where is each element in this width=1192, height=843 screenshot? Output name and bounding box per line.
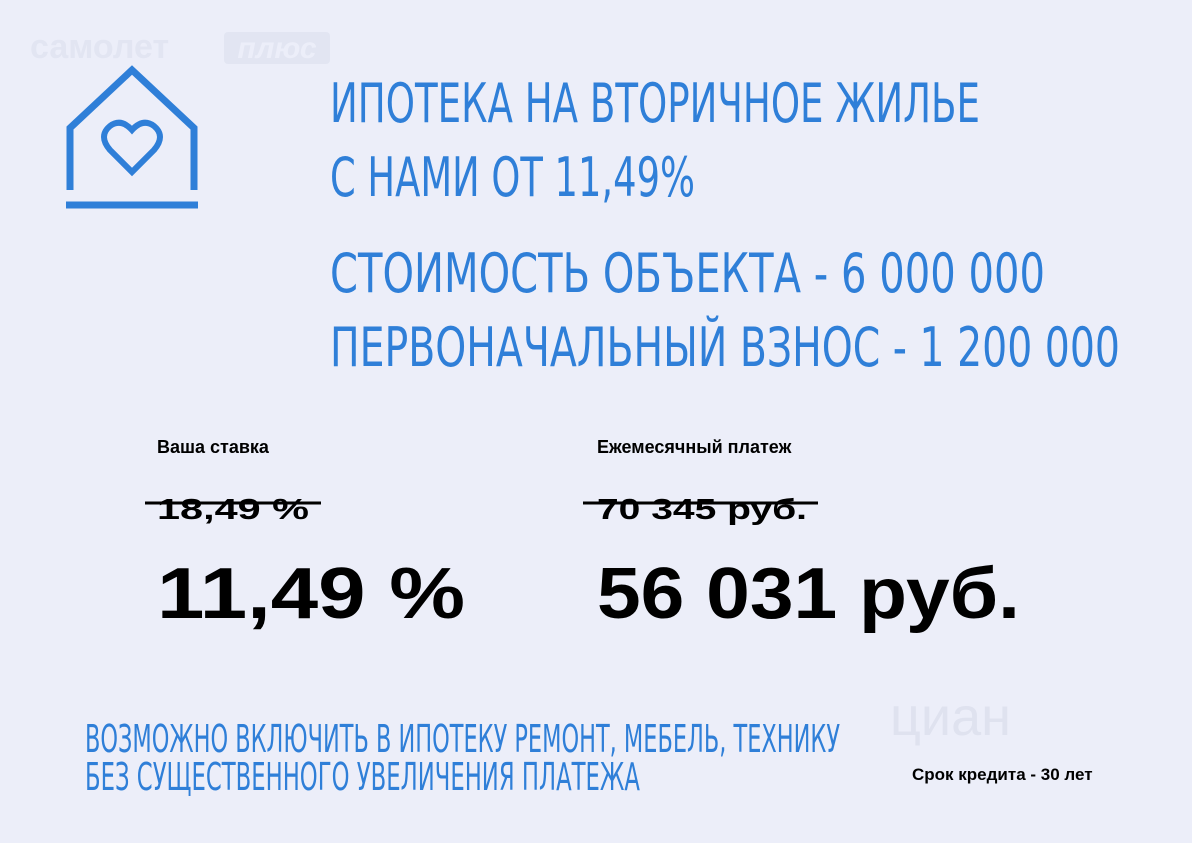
footer-line: ВОЗМОЖНО ВКЛЮЧИТЬ В ИПОТЕКУ РЕМОНТ, МЕБЕ…	[85, 717, 840, 761]
house-icon	[66, 65, 198, 209]
headline: ИПОТЕКА НА ВТОРИЧНОЕ ЖИЛЬЕ	[330, 72, 980, 135]
payment-label: Ежемесячный платеж	[597, 437, 792, 457]
rate-label: Ваша ставка	[157, 437, 270, 457]
detail-line: СТОИМОСТЬ ОБЪЕКТА - 6 000 000	[330, 242, 1045, 305]
brand-suffix: плюс	[237, 32, 317, 65]
old-rate: 18,49 %	[157, 494, 309, 526]
old-payment: 70 345 руб.	[597, 494, 807, 526]
brand-badge	[224, 32, 330, 64]
new-rate: 11,49 %	[157, 554, 465, 634]
new-payment: 56 031 руб.	[597, 554, 1020, 634]
brand-name: самолет	[30, 28, 169, 66]
watermark: циан	[890, 687, 1011, 747]
detail-line: ПЕРВОНАЧАЛЬНЫЙ ВЗНОС - 1 200 000	[330, 316, 1120, 379]
loan-term: Срок кредита - 30 лет	[912, 765, 1093, 784]
headline: С НАМИ ОТ 11,49%	[330, 146, 695, 209]
footer-line: БЕЗ СУЩЕСТВЕННОГО УВЕЛИЧЕНИЯ ПЛАТЕЖА	[85, 755, 640, 799]
